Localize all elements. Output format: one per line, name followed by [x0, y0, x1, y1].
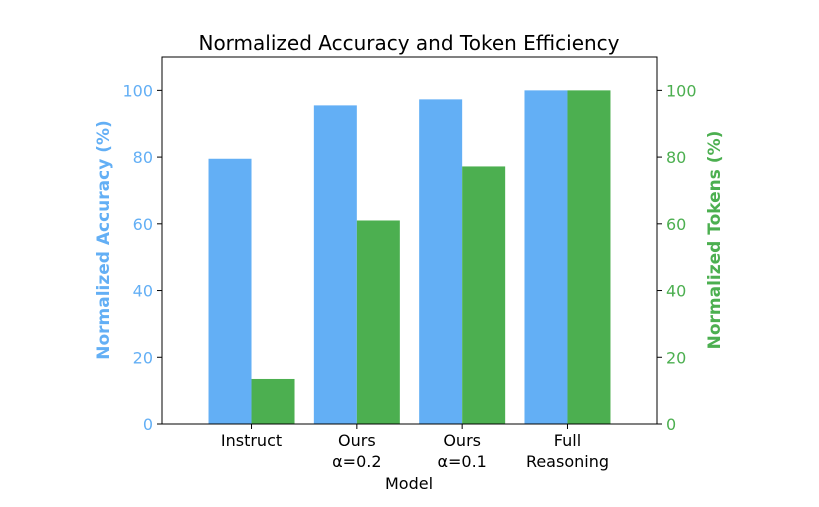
left-tick-label: 20: [133, 348, 153, 367]
bar-accuracy-2: [419, 99, 463, 424]
right-tick-label: 100: [666, 81, 697, 100]
right-axis: 0 20 40 60 80 100: [657, 81, 697, 434]
x-axis: Instruct Ours α=0.2 Ours α=0.1 Full Reasoning: [221, 424, 609, 471]
left-tick-label: 100: [122, 81, 153, 100]
bar-accuracy-3: [524, 90, 568, 424]
x-tick-label: Instruct: [221, 431, 282, 450]
bars-group: [208, 90, 611, 425]
left-tick-label: 80: [133, 148, 153, 167]
right-tick-label: 0: [666, 415, 676, 434]
bar-tokens-1: [356, 220, 400, 424]
plot-frame: [161, 56, 658, 425]
right-tick-label: 20: [666, 348, 686, 367]
bar-accuracy-0: [208, 158, 252, 424]
bar-accuracy-1: [313, 105, 357, 425]
left-tick-label: 40: [133, 282, 153, 301]
bar-tokens-3: [567, 90, 611, 424]
y-axis-left-label: Normalized Accuracy (%): [94, 120, 114, 360]
y-axis-right-label: Normalized Tokens (%): [705, 131, 725, 350]
x-tick-label: α=0.1: [437, 452, 486, 471]
x-tick-label: Reasoning: [526, 452, 609, 471]
bar-tokens-0: [251, 378, 295, 424]
right-tick-label: 60: [666, 215, 686, 234]
left-tick-label: 60: [133, 215, 153, 234]
right-tick-label: 40: [666, 282, 686, 301]
left-axis: 0 20 40 60 80 100: [122, 81, 162, 434]
bar-tokens-2: [462, 166, 506, 424]
left-tick-label: 0: [143, 415, 153, 434]
right-tick-label: 80: [666, 148, 686, 167]
chart-title: Normalized Accuracy and Token Efficiency: [198, 31, 619, 55]
x-axis-label: Model: [385, 474, 433, 493]
x-tick-label: Ours: [338, 431, 376, 450]
x-tick-label: Ours: [443, 431, 481, 450]
x-tick-label: Full: [554, 431, 581, 450]
x-tick-label: α=0.2: [332, 452, 381, 471]
